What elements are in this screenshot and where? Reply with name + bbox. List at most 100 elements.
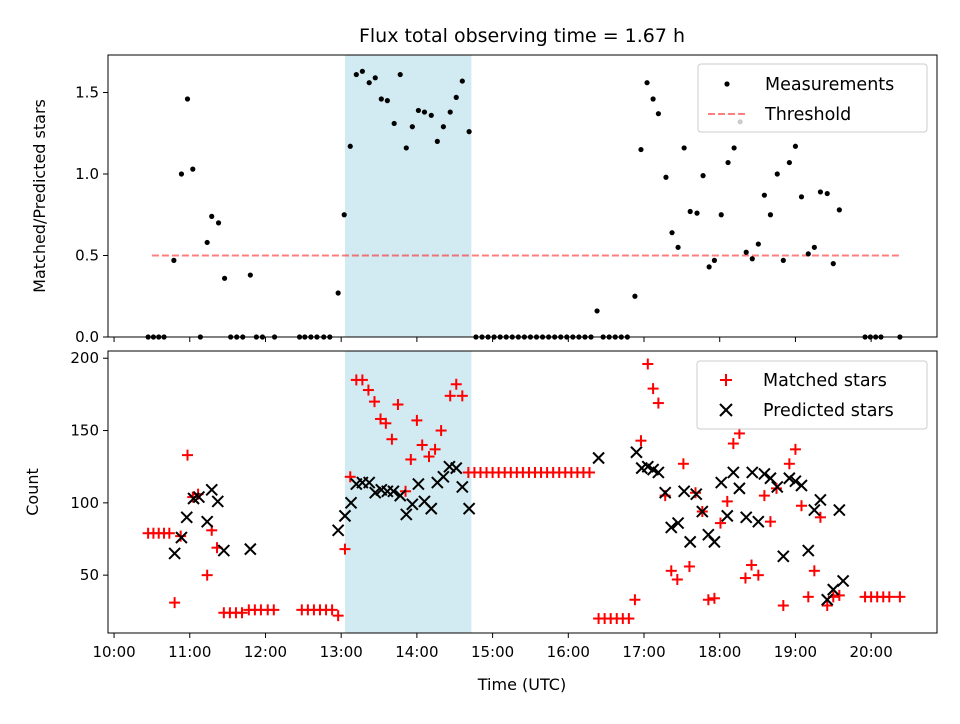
predicted-stars-point-d2 xyxy=(425,502,438,515)
measurements-point xyxy=(184,96,191,102)
predicted-stars-point xyxy=(192,490,206,504)
matched-stars-point xyxy=(652,397,664,409)
predicted-stars-point-d2 xyxy=(721,509,734,523)
predicted-stars-point-d2 xyxy=(795,479,808,492)
measurements-point xyxy=(731,145,737,151)
y-tick-label: 1.0 xyxy=(75,165,99,183)
predicted-stars-point-d2 xyxy=(715,476,728,489)
measurements-point xyxy=(347,143,353,149)
matched-stars-point xyxy=(411,414,423,426)
measurements-point xyxy=(780,257,786,263)
measurements-point xyxy=(372,75,378,81)
legend-label-threshold: Threshold xyxy=(764,105,851,125)
predicted-stars-point-d2 xyxy=(802,544,815,557)
matched-stars-point xyxy=(683,560,695,572)
predicted-stars-point-d2 xyxy=(702,528,715,541)
top-axes-frame xyxy=(107,54,938,338)
matched-stars-point xyxy=(789,443,801,455)
predicted-stars-point xyxy=(456,480,469,494)
predicted-stars-point xyxy=(752,515,765,528)
matched-stars-point xyxy=(746,559,758,571)
measurements-point xyxy=(687,208,693,215)
predicted-stars-point xyxy=(200,515,214,528)
matched-stars-point xyxy=(623,613,635,625)
predicted-stars-point-d2 xyxy=(641,460,655,473)
y-tick-label: 50 xyxy=(80,566,99,584)
matched-stars-point xyxy=(808,565,820,577)
measurements-point xyxy=(836,207,842,213)
predicted-stars-point xyxy=(592,451,605,465)
matched-stars-point xyxy=(739,572,751,584)
predicted-stars-point xyxy=(758,467,771,481)
matched-stars-point xyxy=(339,543,351,555)
measurements-point xyxy=(341,212,347,218)
matched-stars-point xyxy=(169,597,181,609)
predicted-stars-point xyxy=(740,511,753,524)
measurements-point xyxy=(681,145,687,151)
predicted-stars-point-d2 xyxy=(406,498,419,511)
y-tick-label: 0.0 xyxy=(75,328,99,346)
matched-stars-point xyxy=(764,516,776,528)
measurements-point xyxy=(700,173,706,179)
matched-stars-point xyxy=(883,591,895,603)
matched-stars-point xyxy=(814,511,826,523)
measurements-point xyxy=(644,80,650,86)
measurements-point xyxy=(786,159,792,166)
matched-stars-point xyxy=(629,594,641,606)
predicted-stars-point xyxy=(659,486,672,499)
predicted-stars-point xyxy=(211,495,224,508)
predicted-stars-point xyxy=(630,446,643,459)
matched-stars-point xyxy=(671,573,683,585)
top-legend: Measurements Threshold xyxy=(697,63,928,133)
measurements-point xyxy=(824,190,830,197)
predicted-stars-point-d2 xyxy=(443,460,456,473)
predicted-stars-point xyxy=(677,485,691,498)
measurements-point xyxy=(415,107,422,114)
measurements-point xyxy=(774,171,780,177)
predicted-stars-point xyxy=(437,470,450,484)
x-tick-label: 13:00 xyxy=(320,643,363,661)
measurements-point xyxy=(761,192,767,198)
predicted-stars-point xyxy=(217,544,231,557)
matched-stars-point xyxy=(795,500,807,512)
predicted-stars-point-d2 xyxy=(369,486,382,499)
measurements-point xyxy=(706,264,712,270)
predicted-stars-point xyxy=(777,550,790,563)
predicted-stars-point xyxy=(180,511,193,524)
predicted-stars-point xyxy=(814,493,827,507)
measurements-point xyxy=(650,96,656,102)
predicted-stars-point-d2 xyxy=(833,503,846,517)
predicted-stars-point xyxy=(821,593,834,606)
predicted-stars-point-d2 xyxy=(659,486,672,499)
predicted-stars-point xyxy=(771,480,784,494)
measurements-point xyxy=(421,109,428,115)
measurements-point xyxy=(638,146,644,153)
measurements-point xyxy=(171,257,177,263)
predicted-stars-point-d2 xyxy=(708,535,721,549)
predicted-stars-point-d2 xyxy=(771,480,784,494)
predicted-stars-point-d2 xyxy=(740,511,753,524)
top-y-axis-label: Matched/Predicted stars xyxy=(30,99,49,293)
predicted-stars-point-d2 xyxy=(344,496,358,510)
legend-marker-measurements xyxy=(724,81,730,87)
predicted-stars-point-d2 xyxy=(192,490,206,504)
predicted-stars-point-d2 xyxy=(808,503,821,517)
x-axis-label: Time (UTC) xyxy=(477,675,566,694)
matched-stars-point xyxy=(708,592,720,604)
measurements-point xyxy=(743,249,749,255)
matched-stars-point xyxy=(677,458,689,470)
x-tick-label: 17:00 xyxy=(622,643,665,661)
matched-stars-point xyxy=(752,569,764,581)
top-axes: 0.0 0.5 1.0 1.5 xyxy=(75,83,872,346)
matched-stars-point xyxy=(721,495,733,507)
measurements-point xyxy=(209,213,215,219)
x-tick-label: 20:00 xyxy=(850,643,893,661)
predicted-stars-point xyxy=(795,479,808,492)
measurements-point xyxy=(335,290,341,296)
x-tick-label: 19:00 xyxy=(774,643,817,661)
predicted-stars-point-d2 xyxy=(437,470,450,484)
matched-stars-point xyxy=(584,466,596,478)
predicted-stars-point-d2 xyxy=(412,477,425,491)
y-tick-label: 1.5 xyxy=(75,83,99,101)
predicted-stars-point xyxy=(721,509,734,523)
